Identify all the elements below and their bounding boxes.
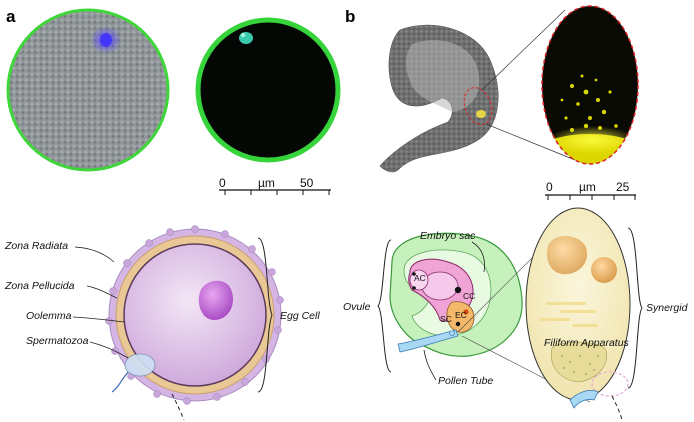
zoom-region-outline: [463, 87, 493, 125]
ovule-schematic: [389, 232, 523, 357]
pollen-tube: [397, 329, 459, 353]
zoom-line-bottom: [485, 123, 576, 161]
spermatozoon: [111, 353, 156, 393]
scale-b-start: 0: [546, 180, 553, 194]
label-spermatozoa: Spermatozoa: [26, 335, 89, 347]
label-synergid: Synergid: [646, 302, 689, 314]
central-cell-nucleus: [454, 286, 462, 294]
synergid-nucleus: [591, 257, 617, 283]
synergid-fluorescence-micrograph: [541, 5, 639, 165]
label-ovule: Ovule: [343, 301, 371, 313]
synergid-brace: [627, 227, 643, 389]
ovule-brightfield-micrograph: [379, 24, 499, 173]
zoom-line-top: [481, 9, 566, 91]
label-egg-cell: Egg Cell: [280, 310, 320, 322]
scale-a-end: 50: [300, 176, 314, 190]
label-zona-pellucida: Zona Pellucida: [4, 280, 75, 292]
panel-b-letter: b: [345, 7, 355, 26]
label-embryo-sac: Embryo sac: [420, 230, 476, 242]
cyan-stain-spot: [239, 32, 253, 44]
egg-cell-schematic: [105, 225, 284, 421]
scale-bar-b: 0 µm 25: [545, 180, 636, 200]
scale-bar-a: 0 µm 50: [219, 176, 331, 195]
label-pollen-tube: Pollen Tube: [438, 375, 493, 387]
label-oolemma: Oolemma: [26, 310, 72, 322]
egg-fluorescence-micrograph: [195, 17, 341, 163]
scale-b-end: 25: [616, 180, 630, 194]
egg-cell-brace: [257, 237, 273, 393]
synergid-vacuole: [546, 235, 588, 275]
scale-a-unit: µm: [258, 176, 275, 190]
label-filiform-apparatus: Filiform Apparatus: [544, 337, 630, 349]
scale-a-start: 0: [219, 176, 226, 190]
label-zona-radiata: Zona Radiata: [4, 240, 68, 252]
synergid-schematic: [525, 207, 631, 421]
ovule-brace: [377, 239, 392, 373]
egg-apparatus: [446, 301, 475, 333]
label-ec: EC: [455, 310, 467, 320]
panel-a-letter: a: [6, 7, 16, 26]
label-cc: CC: [463, 291, 475, 301]
label-ac: AC: [414, 273, 426, 283]
filiform-apparatus-shape: [550, 341, 607, 383]
label-sc: SC: [440, 314, 452, 324]
oolemma-membrane: [123, 243, 267, 387]
egg-brightfield-micrograph: [6, 8, 170, 172]
egg-nucleus: [198, 280, 234, 320]
scale-b-unit: µm: [579, 180, 596, 194]
